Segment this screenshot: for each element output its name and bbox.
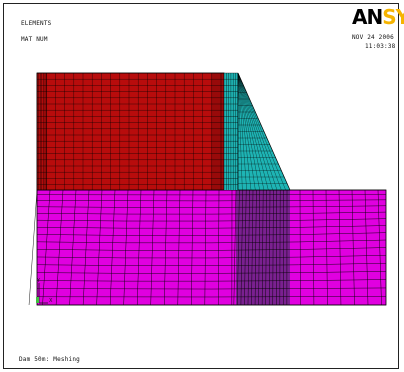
foundation-column-line [237, 189, 240, 306]
foundation-row-line [36, 279, 387, 282]
transition-grid-lines [223, 72, 238, 190]
dam-grid-lines [36, 72, 225, 190]
foundation-column-line [254, 189, 257, 306]
plot-type-label: ELEMENTS [21, 20, 52, 27]
slope-outline [237, 72, 291, 191]
foundation-column-line [258, 189, 261, 306]
foundation-row-line [36, 287, 387, 290]
foundation-column-line [42, 189, 51, 306]
slope-ray-line [237, 72, 256, 191]
triad-y-label: Y [36, 278, 41, 284]
foundation-row-line [36, 225, 387, 229]
slope-ray-line [237, 72, 286, 191]
slope-ray-line [237, 72, 273, 191]
foundation-column-line [164, 189, 168, 306]
foundation-row-line [36, 199, 387, 202]
foundation-column-line [268, 189, 271, 306]
foundation-column-line [377, 189, 382, 306]
date-label: NOV 24 2006 [352, 34, 394, 41]
foundation-row-line [36, 194, 387, 196]
foundation-grid-lines [28, 189, 387, 306]
time-label: 11:03:38 [365, 43, 396, 50]
foundation-column-line [364, 189, 369, 306]
triad-origin-marker [36, 297, 39, 303]
foundation-column-line [82, 189, 90, 306]
label-mode: MAT NUM [21, 36, 48, 43]
dam-body-region [37, 73, 224, 190]
foundation-column-line [351, 189, 355, 306]
slope-ray-line [237, 72, 247, 191]
foundation-column-line [244, 189, 247, 306]
slope-ray-line [237, 72, 260, 191]
foundation-column-line [96, 189, 103, 306]
foundation-row-line [36, 218, 387, 222]
foundation-column-line [247, 189, 250, 306]
foundation-column-line [69, 189, 77, 306]
foundation-column-line [338, 189, 342, 306]
foundation-column-line [28, 189, 38, 306]
slope-ray-line [237, 72, 269, 191]
foundation-column-line [136, 189, 142, 306]
slope-ray-line [237, 72, 243, 191]
downstream-slope-mesh [237, 72, 291, 191]
foundation-row-line [36, 232, 387, 236]
foundation-column-line [265, 189, 267, 306]
ansys-logo: ANSYS [352, 5, 404, 29]
foundation-column-line [312, 189, 315, 306]
slope-ray-line [237, 72, 278, 191]
foundation-column-line [272, 189, 274, 306]
foundation-column-line [177, 189, 181, 306]
foundation-column-line [123, 189, 129, 306]
foundation-column-line [240, 189, 244, 306]
foundation-column-line [191, 189, 194, 306]
foundation-column-line [204, 189, 207, 306]
transition-zone-mesh [223, 72, 238, 190]
foundation-row-line [36, 211, 387, 215]
dam-body-mesh [36, 72, 225, 191]
foundation-row-line [36, 205, 387, 208]
foundation-column-line [276, 189, 278, 306]
foundation-column-line [218, 189, 220, 306]
foundation-row-line [36, 296, 387, 298]
slope-ray-line [237, 72, 252, 191]
triad-x-label: X [49, 298, 53, 304]
foundation-column-line [251, 189, 254, 306]
slope-ray-line [237, 72, 282, 191]
foundation-column-line [55, 189, 64, 306]
foundation-column-line [150, 189, 155, 306]
coordinate-triad-icon: YX [36, 278, 53, 304]
caption-label: Dam 50m: Meshing [19, 356, 80, 363]
foundation-region [37, 190, 386, 305]
foundation-column-line [325, 189, 328, 306]
foundation-column-line [261, 189, 264, 306]
foundation-mesh [28, 189, 387, 306]
slope-grid-lines [237, 72, 288, 191]
foundation-column-line [233, 189, 237, 306]
slope-ray-line [237, 72, 265, 191]
foundation-column-line [109, 189, 116, 306]
foundation-row-line [36, 271, 387, 274]
